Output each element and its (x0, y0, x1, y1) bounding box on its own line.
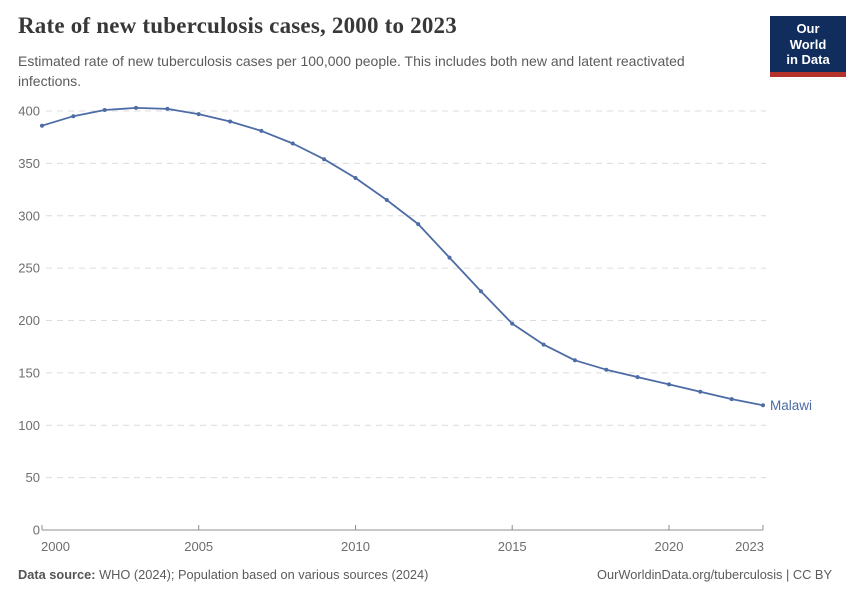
x-tick-label: 2005 (184, 539, 213, 554)
data-point (353, 176, 358, 180)
data-point (71, 114, 76, 119)
y-tick-label: 400 (18, 104, 40, 119)
data-point (635, 375, 640, 380)
data-point (541, 342, 546, 347)
x-tick-label: 2010 (341, 539, 370, 554)
data-point (447, 255, 452, 260)
owid-logo[interactable]: Our World in Data (770, 16, 846, 77)
data-point (196, 112, 201, 117)
data-point (478, 289, 483, 294)
chart-subtitle: Estimated rate of new tuberculosis cases… (18, 53, 685, 90)
owid-logo-line1: Our World (789, 21, 827, 52)
x-tick-label: 2015 (498, 539, 527, 554)
x-tick-label: 2000 (41, 539, 70, 554)
data-point (40, 123, 44, 128)
y-tick-label: 100 (18, 418, 40, 433)
data-point (259, 128, 264, 133)
data-point (572, 358, 577, 363)
data-point (667, 382, 671, 387)
data-point (416, 222, 421, 227)
data-source-label: Data source: (18, 567, 96, 582)
data-source: Data source: WHO (2024); Population base… (18, 567, 428, 584)
series-line-malawi (41, 107, 764, 407)
data-point (384, 198, 389, 202)
series-end-label: Malawi (770, 398, 812, 413)
data-point (290, 141, 295, 146)
y-tick-label: 300 (18, 208, 40, 223)
data-point (698, 389, 703, 394)
y-tick-label: 0 (33, 523, 40, 538)
data-point (729, 397, 734, 402)
data-point (228, 119, 233, 124)
owid-logo-line2: in Data (786, 52, 830, 68)
y-tick-label: 350 (18, 156, 40, 171)
y-tick-label: 50 (26, 470, 40, 485)
y-tick-label: 200 (18, 313, 40, 328)
y-tick-label: 150 (18, 365, 40, 380)
data-source-text: WHO (2024); Population based on various … (99, 567, 429, 582)
chart-footer: Data source: WHO (2024); Population base… (18, 567, 832, 584)
data-point (510, 321, 515, 326)
y-tick-label: 250 (18, 261, 40, 276)
x-tick-label: 2023 (735, 539, 764, 554)
chart-url-link[interactable]: OurWorldinData.org/tuberculosis | CC BY (597, 567, 832, 582)
data-point (134, 105, 138, 110)
data-point (604, 367, 609, 372)
data-point (322, 157, 327, 162)
chart-title: Rate of new tuberculosis cases, 2000 to … (18, 13, 457, 38)
data-point (761, 403, 765, 408)
data-point (102, 108, 107, 112)
x-tick-label: 2020 (655, 539, 684, 554)
data-point (165, 106, 170, 111)
